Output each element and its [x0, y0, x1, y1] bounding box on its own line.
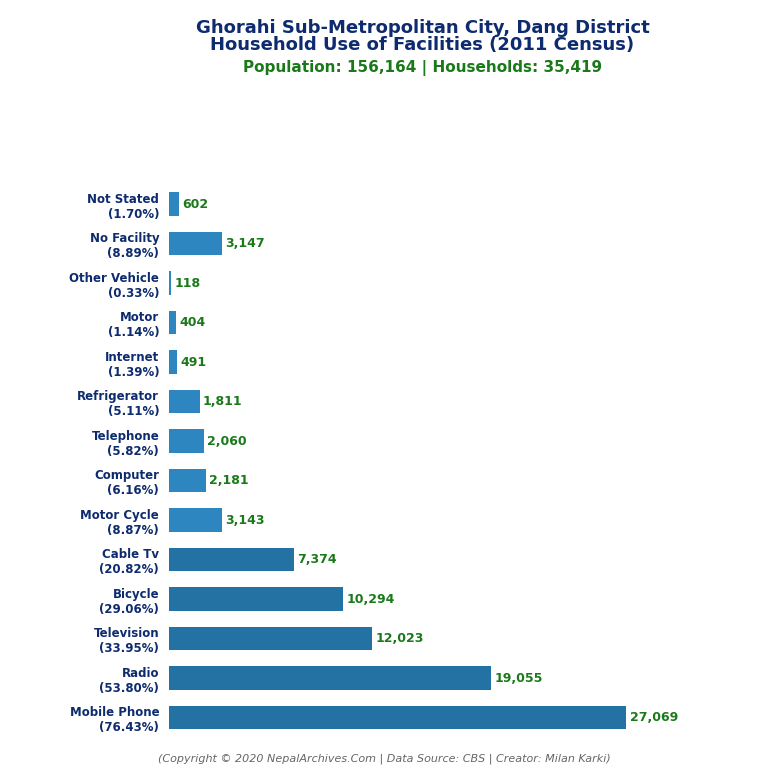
Bar — [169, 232, 222, 256]
Bar — [169, 271, 171, 295]
Bar — [169, 508, 222, 532]
Bar — [169, 706, 627, 730]
Text: 602: 602 — [183, 197, 209, 210]
Bar — [169, 192, 179, 216]
Text: 7,374: 7,374 — [297, 553, 336, 566]
Text: 2,060: 2,060 — [207, 435, 247, 448]
Text: 118: 118 — [174, 276, 200, 290]
Text: 12,023: 12,023 — [376, 632, 424, 645]
Text: Ghorahi Sub-Metropolitan City, Dang District: Ghorahi Sub-Metropolitan City, Dang Dist… — [196, 19, 649, 37]
Bar — [169, 588, 343, 611]
Text: 3,143: 3,143 — [226, 514, 265, 527]
Bar — [169, 468, 206, 492]
Bar — [169, 666, 491, 690]
Bar — [169, 429, 204, 453]
Bar — [169, 627, 372, 650]
Text: (Copyright © 2020 NepalArchives.Com | Data Source: CBS | Creator: Milan Karki): (Copyright © 2020 NepalArchives.Com | Da… — [157, 753, 611, 764]
Text: Household Use of Facilities (2011 Census): Household Use of Facilities (2011 Census… — [210, 36, 634, 54]
Bar — [169, 389, 200, 413]
Text: 2,181: 2,181 — [209, 474, 249, 487]
Bar — [169, 548, 293, 571]
Text: Population: 156,164 | Households: 35,419: Population: 156,164 | Households: 35,419 — [243, 60, 602, 76]
Text: 3,147: 3,147 — [226, 237, 265, 250]
Text: 491: 491 — [180, 356, 207, 369]
Bar — [169, 311, 176, 334]
Text: 10,294: 10,294 — [346, 593, 395, 605]
Text: 1,811: 1,811 — [203, 395, 243, 408]
Text: 19,055: 19,055 — [495, 671, 543, 684]
Text: 27,069: 27,069 — [630, 711, 678, 724]
Bar — [169, 350, 177, 374]
Text: 404: 404 — [179, 316, 205, 329]
